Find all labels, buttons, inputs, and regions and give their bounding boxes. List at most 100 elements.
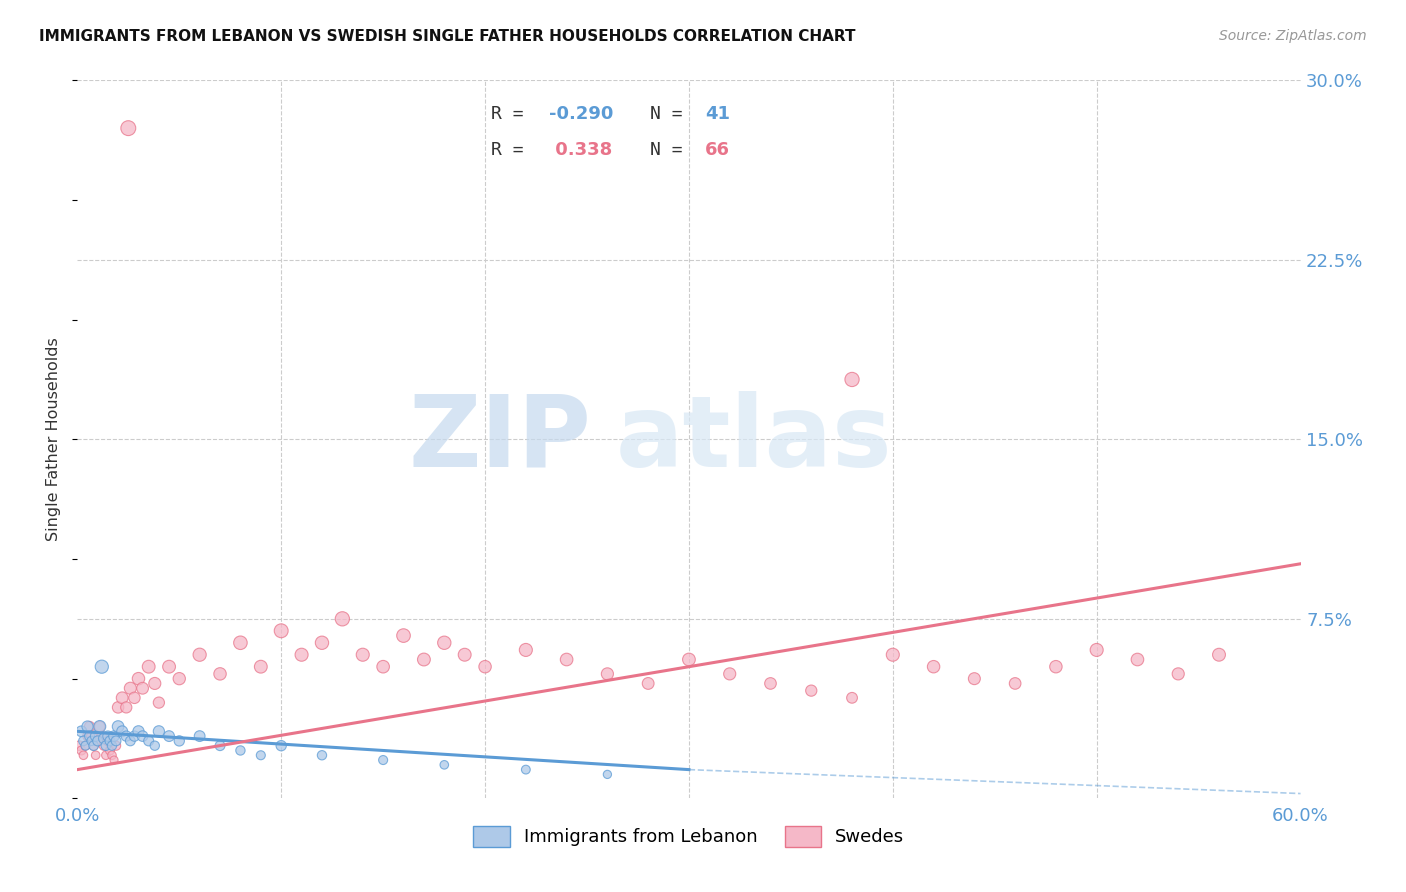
Point bbox=[103, 729, 125, 743]
Point bbox=[371, 659, 394, 673]
Point bbox=[83, 739, 105, 753]
Point bbox=[75, 739, 97, 753]
Point bbox=[332, 612, 354, 626]
Point bbox=[105, 734, 128, 748]
Point bbox=[117, 121, 139, 136]
Point bbox=[596, 767, 619, 781]
Point bbox=[311, 748, 333, 763]
Point bbox=[94, 739, 117, 753]
Point bbox=[138, 659, 160, 673]
Point bbox=[169, 672, 191, 686]
Point bbox=[70, 724, 93, 739]
Point bbox=[87, 734, 110, 748]
Point bbox=[433, 636, 456, 650]
Point bbox=[311, 636, 333, 650]
Point bbox=[270, 739, 292, 753]
Text: 0.338: 0.338 bbox=[550, 141, 613, 159]
Point bbox=[131, 681, 153, 696]
Point bbox=[76, 729, 98, 743]
Point bbox=[127, 724, 149, 739]
Text: -0.290: -0.290 bbox=[550, 105, 614, 123]
Point bbox=[101, 739, 124, 753]
Point bbox=[105, 739, 128, 753]
Point bbox=[759, 676, 782, 690]
Point bbox=[75, 739, 97, 753]
Point bbox=[83, 739, 105, 753]
Point bbox=[270, 624, 292, 638]
Point bbox=[922, 659, 945, 673]
Text: 66: 66 bbox=[704, 141, 730, 159]
Point bbox=[1126, 652, 1149, 666]
Point bbox=[148, 724, 170, 739]
Point bbox=[678, 652, 700, 666]
Point bbox=[143, 739, 166, 753]
Point bbox=[148, 696, 170, 710]
Point bbox=[157, 659, 180, 673]
Point bbox=[124, 729, 146, 743]
Point bbox=[250, 748, 273, 763]
Text: R =: R = bbox=[491, 141, 523, 159]
Point bbox=[188, 648, 211, 662]
Point bbox=[87, 734, 110, 748]
Point bbox=[208, 666, 231, 681]
Point bbox=[97, 729, 120, 743]
Point bbox=[453, 648, 475, 662]
Point bbox=[80, 734, 103, 748]
Point bbox=[111, 724, 134, 739]
Point bbox=[70, 743, 93, 757]
Point bbox=[963, 672, 986, 686]
Point bbox=[1167, 666, 1189, 681]
Text: IMMIGRANTS FROM LEBANON VS SWEDISH SINGLE FATHER HOUSEHOLDS CORRELATION CHART: IMMIGRANTS FROM LEBANON VS SWEDISH SINGL… bbox=[39, 29, 856, 44]
Point bbox=[1208, 648, 1230, 662]
Point bbox=[67, 739, 90, 753]
Point bbox=[107, 719, 129, 733]
Point bbox=[93, 739, 115, 753]
Point bbox=[555, 652, 578, 666]
Point bbox=[413, 652, 436, 666]
Point bbox=[72, 734, 94, 748]
Point bbox=[474, 659, 496, 673]
Point bbox=[93, 731, 115, 746]
Point bbox=[718, 666, 741, 681]
Point bbox=[1004, 676, 1026, 690]
Point bbox=[143, 676, 166, 690]
Point bbox=[208, 739, 231, 753]
Point bbox=[120, 681, 142, 696]
Point bbox=[678, 796, 700, 810]
Point bbox=[97, 734, 120, 748]
Point bbox=[229, 636, 252, 650]
Point bbox=[157, 729, 180, 743]
Text: atlas: atlas bbox=[616, 391, 893, 488]
Text: 41: 41 bbox=[704, 105, 730, 123]
Point bbox=[80, 729, 103, 743]
Point bbox=[120, 734, 142, 748]
Point bbox=[79, 729, 101, 743]
Point bbox=[433, 757, 456, 772]
Point bbox=[352, 648, 374, 662]
Point bbox=[84, 748, 107, 763]
Point bbox=[371, 753, 394, 767]
Point bbox=[89, 719, 111, 733]
Text: R =: R = bbox=[491, 105, 523, 123]
Point bbox=[84, 729, 107, 743]
Text: Source: ZipAtlas.com: Source: ZipAtlas.com bbox=[1219, 29, 1367, 43]
Text: N =: N = bbox=[650, 141, 682, 159]
Point bbox=[103, 753, 125, 767]
Point bbox=[89, 719, 111, 733]
Point bbox=[98, 734, 121, 748]
Point bbox=[515, 643, 537, 657]
Point bbox=[1085, 643, 1108, 657]
Point bbox=[98, 743, 121, 757]
Point bbox=[72, 748, 94, 763]
Point bbox=[90, 659, 112, 673]
Point bbox=[124, 690, 146, 705]
Point bbox=[841, 372, 863, 386]
Point bbox=[101, 748, 124, 763]
Point bbox=[188, 729, 211, 743]
Point bbox=[115, 729, 138, 743]
Point bbox=[107, 700, 129, 714]
Point bbox=[515, 763, 537, 777]
Point bbox=[841, 690, 863, 705]
Point bbox=[169, 734, 191, 748]
Y-axis label: Single Father Households: Single Father Households bbox=[46, 337, 62, 541]
